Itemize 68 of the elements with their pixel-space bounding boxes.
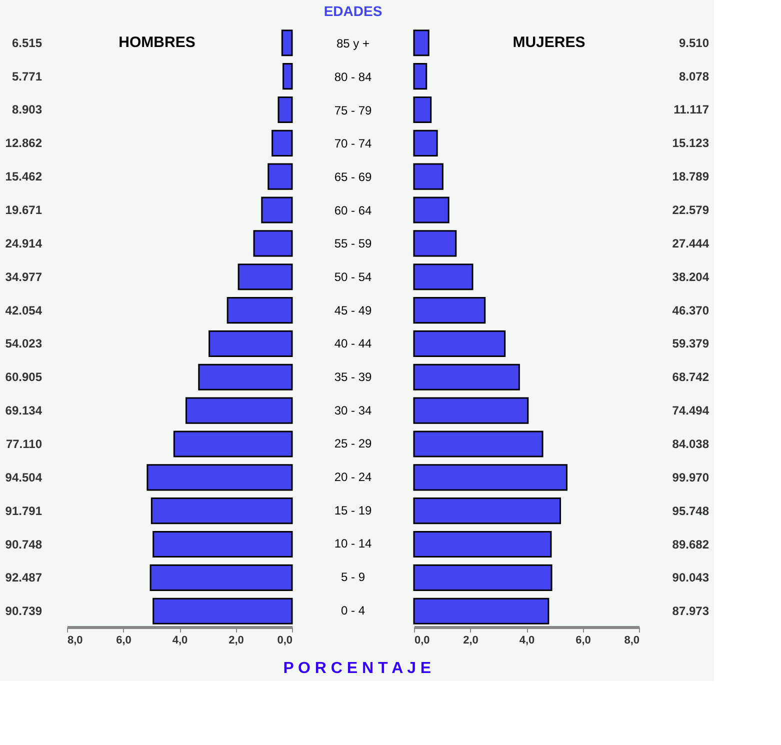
- text: 94.504: [5, 470, 42, 484]
- text: 38.204: [672, 270, 710, 284]
- text: 59.379: [672, 336, 710, 351]
- y-tick-label: 30 - 34: [334, 403, 372, 418]
- y-tick-label: 40 - 44: [334, 336, 372, 351]
- y-tick-label: 65 - 69: [334, 170, 372, 184]
- y-tick-label: 50 - 54: [334, 270, 372, 284]
- text: 15.123: [672, 136, 710, 150]
- y-tick-label: 85 y +: [336, 36, 370, 51]
- text: 9.510: [678, 36, 710, 50]
- x-axis-title: P O R C E N T A J E: [283, 660, 432, 677]
- text: 77.110: [6, 436, 42, 451]
- text: 54.023: [5, 336, 42, 351]
- y-tick-label: 5 - 9: [340, 570, 366, 584]
- text: 46.370: [672, 303, 710, 318]
- x-tick-label: 4,0: [519, 634, 535, 646]
- y-tick-label: 15 - 19: [334, 503, 372, 518]
- text: 8.078: [678, 69, 710, 84]
- x-tick-label: 8,0: [624, 634, 640, 646]
- y-tick-label: 25 - 29: [334, 436, 372, 451]
- y-tick-label: 80 - 84: [334, 70, 372, 84]
- text: 90.748: [5, 537, 42, 552]
- text: 84.038: [672, 436, 710, 451]
- x-tick-label: 0,0: [277, 634, 292, 646]
- text: 24.914: [5, 236, 42, 250]
- text: 5.771: [12, 69, 42, 84]
- text: 15.462: [5, 170, 42, 184]
- text: 8.903: [12, 102, 42, 117]
- y-tick-label: 55 - 59: [334, 236, 372, 251]
- x-tick-label: 0,0: [414, 634, 430, 646]
- y-tick-label: 10 - 14: [334, 536, 372, 551]
- text: 6.515: [12, 36, 42, 50]
- y-tick-label: 0 - 4: [340, 603, 366, 618]
- x-tick-label: 2,0: [228, 634, 244, 646]
- text: 27.444: [672, 236, 710, 250]
- text: 95.748: [672, 504, 710, 518]
- text: MUJERES: [512, 34, 586, 51]
- text: 74.494: [672, 404, 710, 418]
- y-tick-label: 20 - 24: [334, 470, 372, 484]
- y-tick-label: 45 - 49: [334, 303, 372, 318]
- x-tick-label: 6,0: [576, 634, 591, 646]
- y-tick-label: 60 - 64: [334, 203, 372, 218]
- text: 34.977: [5, 270, 42, 284]
- y-tick-label: 35 - 39: [334, 370, 372, 384]
- text: 42.054: [5, 303, 42, 318]
- y-axis-title: EDADES: [324, 3, 382, 19]
- text: 89.682: [672, 537, 710, 552]
- text: 69.134: [5, 404, 42, 418]
- x-tick-label: 2,0: [463, 634, 478, 646]
- text: 99.970: [672, 470, 710, 484]
- text: 22.579: [672, 203, 710, 218]
- text: 19.671: [5, 203, 42, 218]
- text: 60.905: [5, 370, 42, 384]
- text: 87.973: [672, 604, 710, 618]
- text: 68.742: [672, 370, 710, 384]
- text: 11.117: [674, 102, 710, 117]
- text: 92.487: [5, 570, 42, 585]
- text: HOMBRES: [118, 34, 196, 51]
- text: 18.789: [672, 170, 710, 184]
- y-tick-label: 75 - 79: [334, 103, 372, 118]
- x-tick-label: 8,0: [68, 634, 83, 646]
- text: 12.862: [5, 136, 42, 150]
- text: 91.791: [5, 504, 42, 518]
- text: 90.739: [5, 604, 42, 618]
- y-tick-label: 70 - 74: [334, 136, 372, 151]
- x-tick-label: 6,0: [116, 634, 132, 646]
- x-tick-label: 4,0: [172, 634, 188, 646]
- text: 90.043: [672, 570, 710, 585]
